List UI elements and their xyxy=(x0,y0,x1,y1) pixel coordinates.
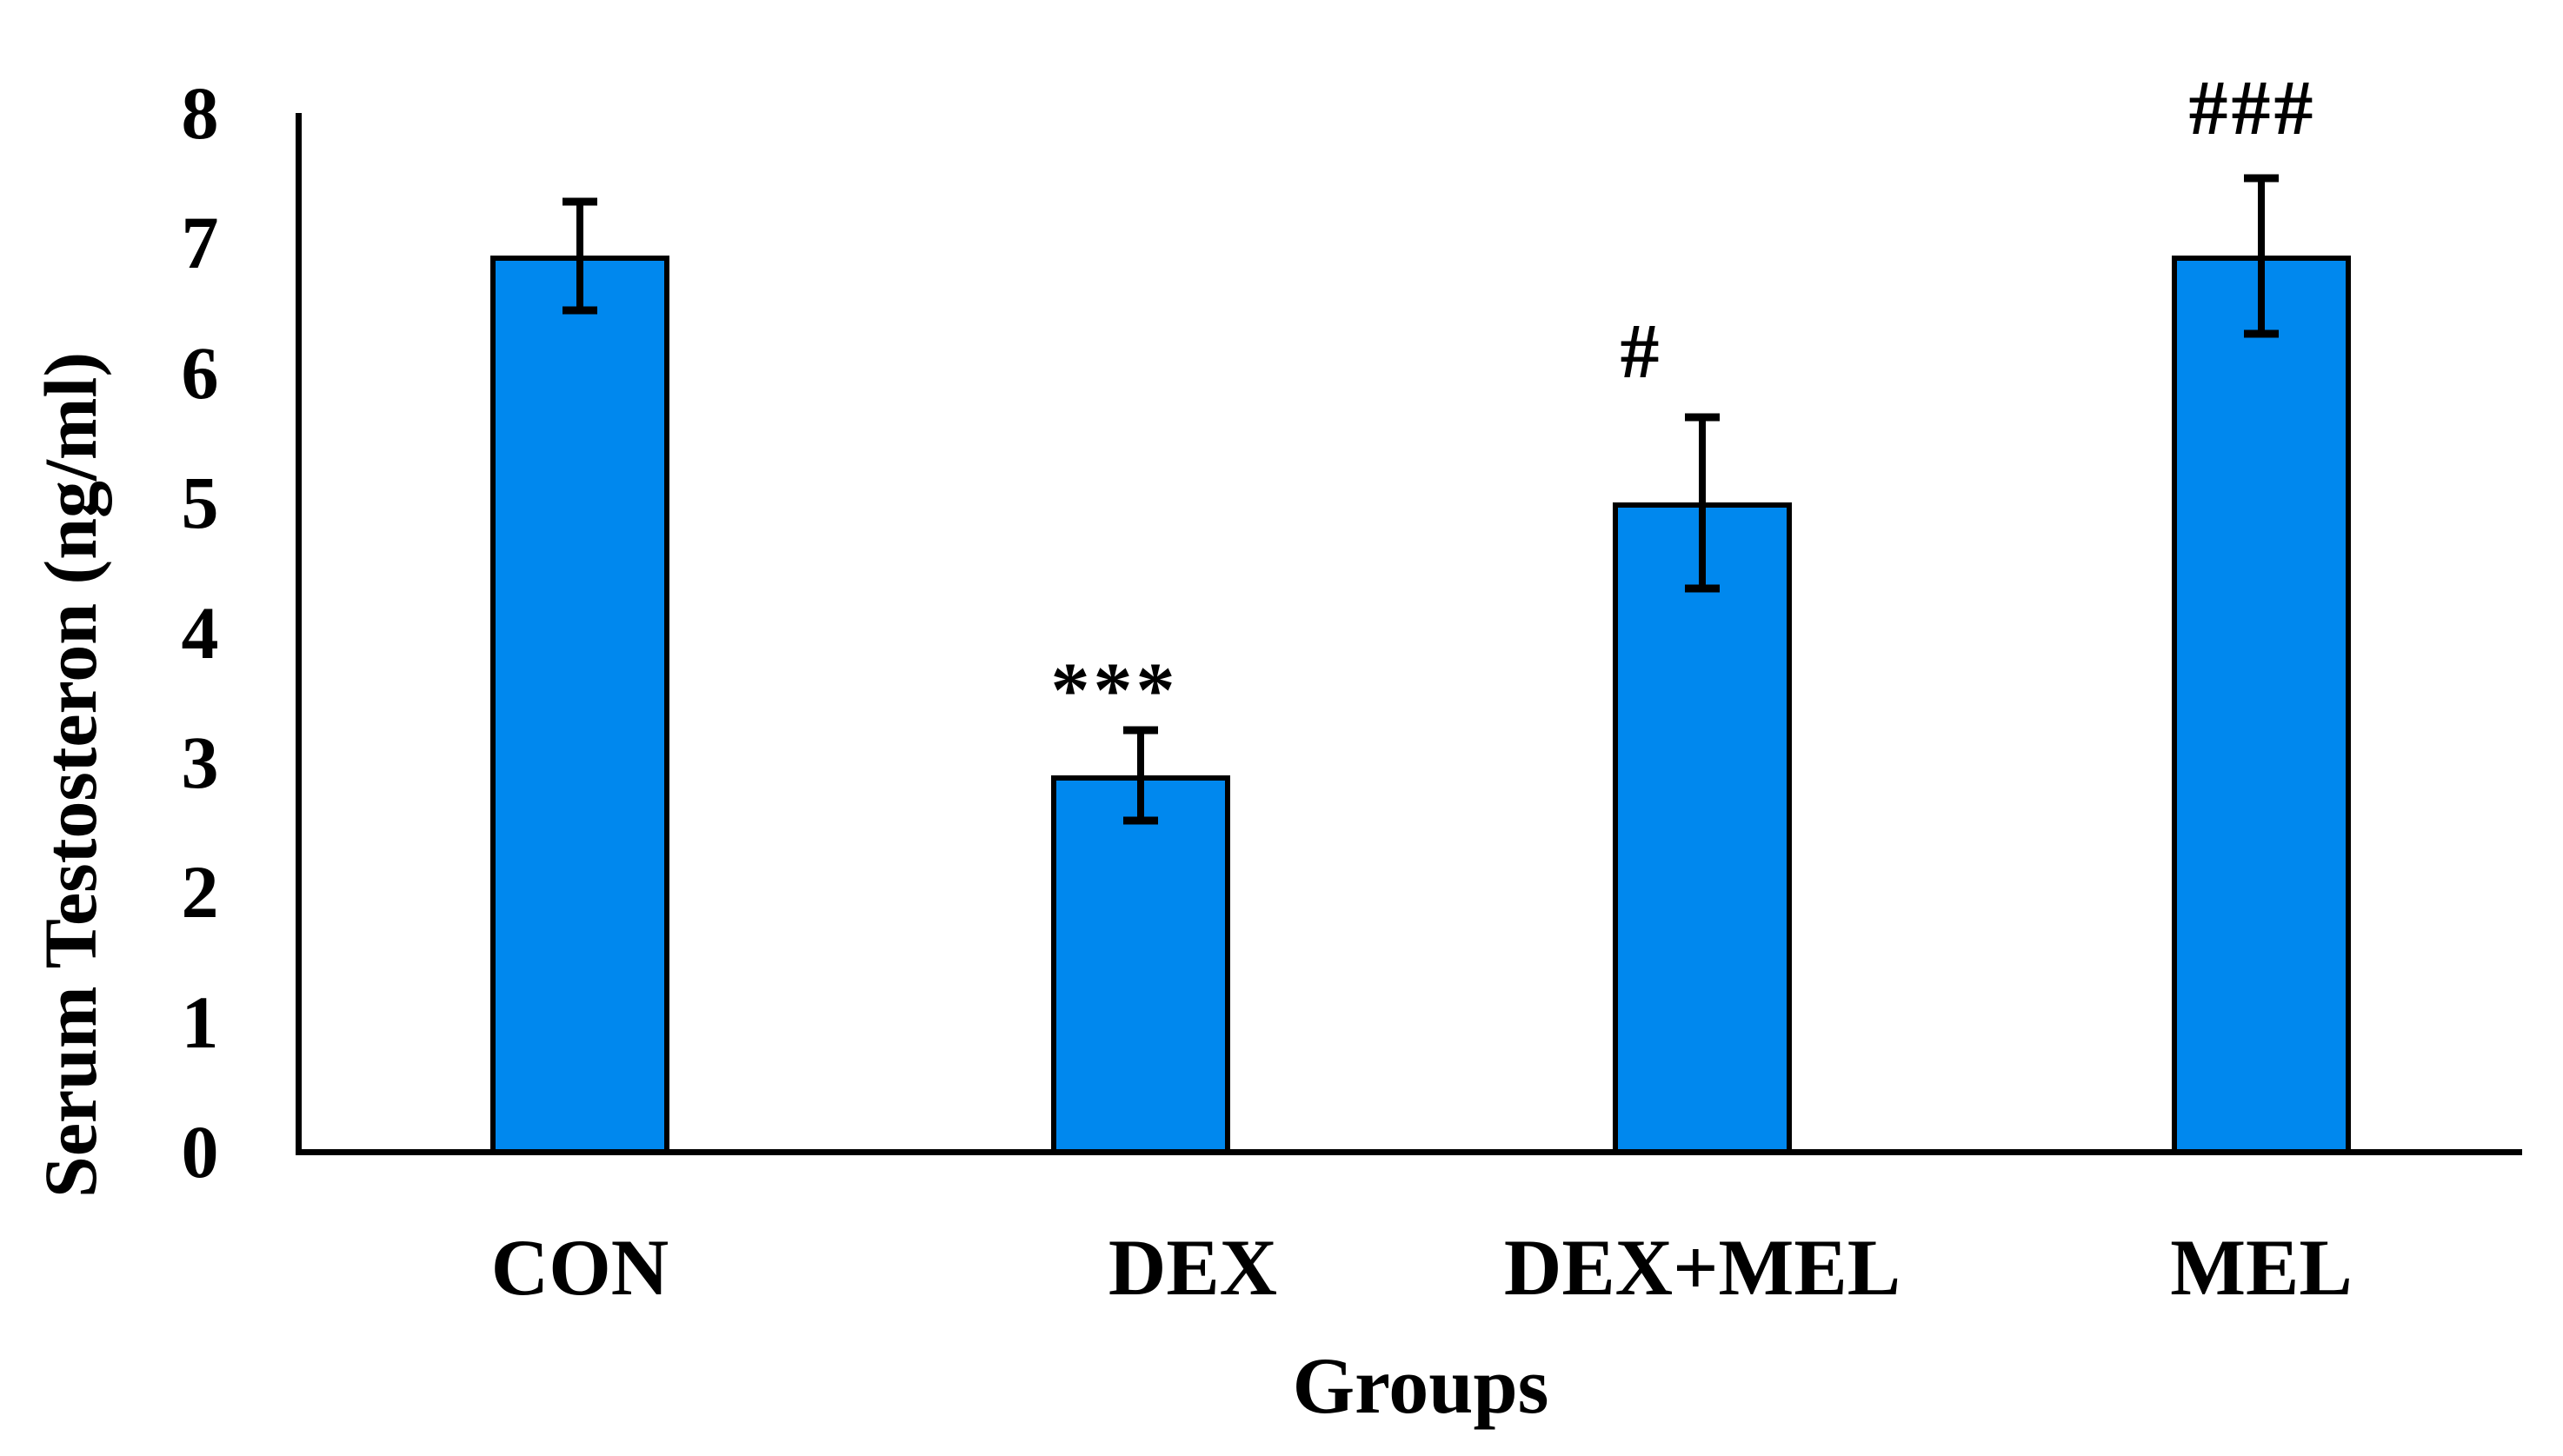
x-axis-title: Groups xyxy=(1292,1341,1549,1430)
bar-mel xyxy=(2172,256,2351,1154)
error-bar xyxy=(576,201,583,311)
y-axis-title: Serum Testosteron (ng/ml) xyxy=(29,351,112,1198)
error-bar-cap xyxy=(2244,174,2279,183)
x-axis-line xyxy=(296,1149,2522,1155)
y-tick-label: 8 xyxy=(181,71,219,155)
x-tick-label: DEX+MEL xyxy=(1503,1223,1901,1312)
y-tick-label: 1 xyxy=(181,980,219,1064)
y-tick-label: 7 xyxy=(181,201,219,285)
y-tick-label: 2 xyxy=(181,850,219,934)
significance-marker: # xyxy=(1620,308,1663,395)
y-tick-label: 6 xyxy=(181,330,219,415)
error-bar-cap xyxy=(563,197,597,206)
bar-dex-mel xyxy=(1613,502,1792,1154)
error-bar-cap xyxy=(1685,413,1720,422)
y-tick-label: 0 xyxy=(181,1110,219,1193)
y-tick-label: 5 xyxy=(181,461,219,545)
error-bar xyxy=(1699,416,1706,588)
bar-con xyxy=(490,256,669,1154)
error-bar-cap xyxy=(1123,816,1158,825)
error-bar-cap xyxy=(2244,329,2279,338)
y-tick-label: 4 xyxy=(181,590,219,675)
significance-marker: ### xyxy=(2188,64,2317,151)
significance-marker: *** xyxy=(1050,647,1179,734)
y-tick-label: 3 xyxy=(181,720,219,804)
error-bar-cap xyxy=(563,306,597,315)
bar-dex xyxy=(1051,775,1230,1154)
y-axis-line xyxy=(296,113,302,1155)
x-tick-label: CON xyxy=(490,1223,669,1312)
error-bar-cap xyxy=(1685,584,1720,593)
error-bar xyxy=(2258,177,2265,334)
error-bar-cap xyxy=(1123,726,1158,735)
x-tick-label: DEX xyxy=(1108,1223,1278,1312)
error-bar xyxy=(1137,729,1144,821)
x-tick-label: MEL xyxy=(2170,1223,2353,1312)
